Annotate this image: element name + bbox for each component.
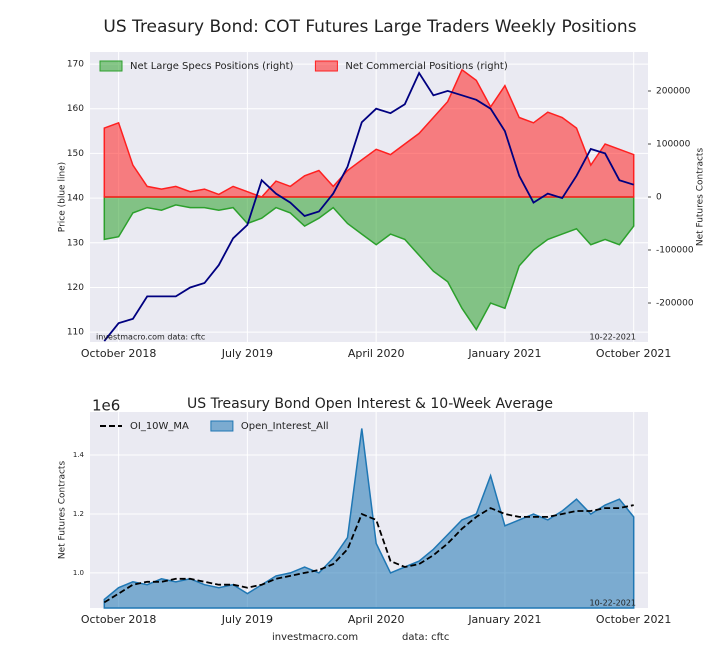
y2-tick-label: 200000	[656, 87, 691, 97]
x-tick-label: January 2021	[467, 613, 541, 626]
x-tick-label: July 2019	[221, 613, 273, 626]
y2-tick-label: -200000	[656, 298, 694, 308]
y2-tick-label: 100000	[656, 140, 691, 150]
annotation: 10-22-2021	[590, 333, 637, 342]
annotation: 10-22-2021	[590, 599, 637, 608]
area	[103, 428, 635, 609]
area	[103, 68, 635, 198]
legend-patch	[210, 420, 234, 432]
chart-title: US Treasury Bond: COT Futures Large Trad…	[103, 17, 636, 37]
y-tick-label: 130	[67, 238, 84, 248]
legend-label: Open_Interest_All	[241, 421, 329, 432]
y-tick-label: 120	[67, 283, 84, 293]
offset-label: 1e6	[92, 397, 120, 415]
legend-label: Net Large Specs Positions (right)	[130, 61, 294, 72]
y-tick-label: 150	[67, 149, 84, 159]
line	[103, 504, 634, 604]
y-tick-label: 110	[67, 328, 84, 338]
x-tick-label: October 2021	[596, 347, 672, 360]
y2-tick-label: -100000	[656, 245, 694, 255]
y-axis-label: Net Futures Contracts	[58, 461, 68, 560]
x-tick-label: October 2018	[81, 347, 157, 360]
footer-text: investmacro.com	[272, 632, 358, 643]
y2-tick-label: 0	[656, 193, 662, 203]
line	[103, 71, 634, 342]
y-tick-label: 170	[67, 60, 84, 70]
legend-patch	[314, 60, 338, 72]
x-tick-label: October 2018	[81, 613, 157, 626]
legend-patch	[99, 60, 123, 72]
y-tick-label: 1.2	[73, 510, 84, 518]
y-tick-label: 1.0	[73, 569, 84, 577]
y-tick-label: 1.4	[73, 451, 85, 459]
x-tick-label: April 2020	[348, 613, 405, 626]
y-tick-label: 140	[67, 194, 84, 204]
x-tick-label: October 2021	[596, 613, 672, 626]
y-tick-label: 160	[67, 104, 84, 114]
x-tick-label: April 2020	[348, 347, 405, 360]
area	[103, 196, 635, 331]
x-tick-label: July 2019	[221, 347, 273, 360]
footer-text: data: cftc	[402, 632, 449, 643]
annotation: investmacro.com data: cftc	[96, 333, 205, 342]
legend-label: Net Commercial Positions (right)	[345, 61, 507, 72]
legend-label: OI_10W_MA	[130, 421, 189, 432]
y-axis-label: Price (blue line)	[58, 162, 68, 232]
x-tick-label: January 2021	[467, 347, 541, 360]
chart-title: US Treasury Bond Open Interest & 10-Week…	[187, 396, 553, 412]
y2-axis-label: Net Futures Contracts	[696, 148, 706, 247]
